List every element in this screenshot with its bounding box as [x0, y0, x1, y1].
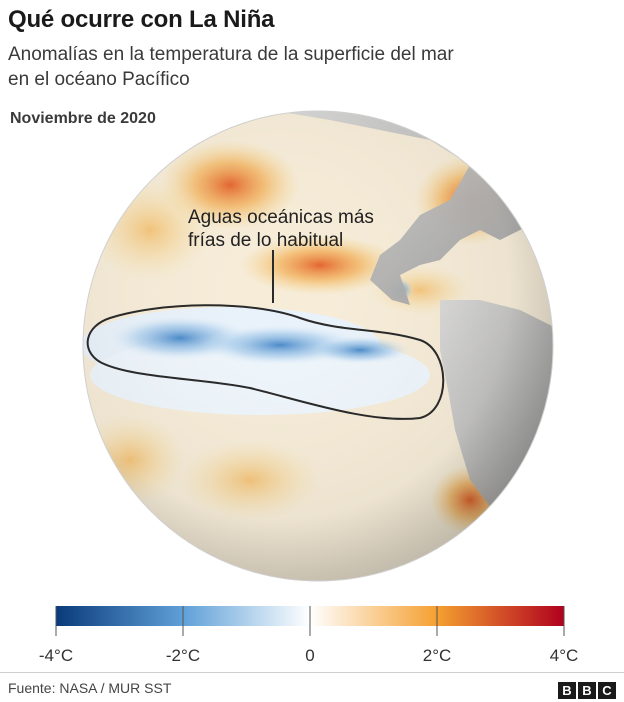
subtitle-line-1: Anomalías en la temperatura de la superf…: [8, 44, 454, 65]
bbc-logo-letter: B: [558, 682, 576, 699]
scale-tick-label: -4°C: [38, 646, 74, 665]
scale-tick-label: 0: [305, 646, 315, 665]
annotation-label: Aguas oceánicas más frías de lo habitual: [186, 206, 376, 252]
color-scale: [55, 606, 565, 636]
bbc-logo-letter: C: [598, 682, 616, 699]
page-subtitle: Anomalías en la temperatura de la superf…: [8, 42, 608, 92]
page-title: Qué ocurre con La Niña: [8, 6, 275, 33]
bbc-logo: B B C: [558, 682, 616, 699]
bbc-logo-letter: B: [578, 682, 596, 699]
date-label: Noviembre de 2020: [10, 110, 156, 127]
footer-divider: [0, 672, 624, 673]
scale-tick-label: -2°C: [165, 646, 201, 665]
scale-tick-label: 2°C: [422, 646, 452, 665]
globe-surface: [83, 111, 553, 581]
source-note: Fuente: NASA / MUR SST: [8, 680, 172, 696]
annotation-line-1: Aguas oceánicas más: [188, 207, 374, 228]
cold-water-outline: [86, 304, 445, 420]
subtitle-line-2: en el océano Pacífico: [8, 69, 190, 90]
annotation-line-2: frías de lo habitual: [188, 230, 344, 251]
scale-tick-label: 4°C: [549, 646, 579, 665]
